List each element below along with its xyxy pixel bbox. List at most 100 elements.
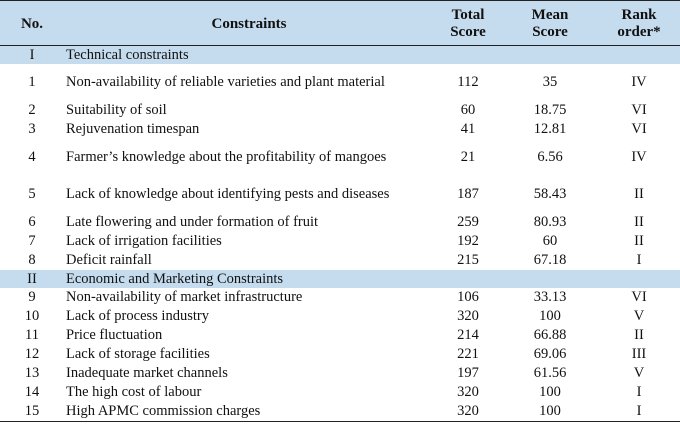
row-constraint: High APMC commission charges <box>64 402 434 422</box>
table-row: 13 Inadequate market channels 197 61.56 … <box>0 364 680 383</box>
row-total-score: 259 <box>457 214 479 230</box>
row-number: 3 <box>28 121 36 137</box>
row-mean-score: 33.13 <box>533 289 567 305</box>
table-row: 6 Late flowering and under formation of … <box>0 213 680 232</box>
row-total-score: 41 <box>460 121 476 137</box>
row-mean-score: 18.75 <box>533 102 567 118</box>
table-header-row: No. Constraints Total Score Mean Score R… <box>0 0 680 46</box>
header-total-line1: Total <box>451 7 485 23</box>
row-number: 10 <box>24 308 40 324</box>
section-title: Technical constraints <box>66 46 189 63</box>
row-mean-score: 6.56 <box>537 149 563 165</box>
row-constraint: The high cost of labour <box>66 384 202 400</box>
row-rank: IV <box>631 74 647 90</box>
row-rank: VI <box>631 102 647 118</box>
row-rank: I <box>636 252 642 268</box>
row-constraint: Suitability of soil <box>66 102 167 118</box>
row-rank: III <box>631 346 647 362</box>
row-number: 1 <box>28 74 36 90</box>
row-number: 11 <box>25 327 39 343</box>
table-row: 11 Price fluctuation 214 66.88 II <box>0 326 680 345</box>
row-mean-score: 12.81 <box>533 121 567 137</box>
row-constraint: Rejuvenation timespan <box>66 121 200 137</box>
row-constraint: Lack of storage facilities <box>66 346 210 362</box>
header-mean-line2: Score <box>532 24 568 40</box>
row-constraint: Farmer’s knowledge about the profitabili… <box>66 149 387 165</box>
section-number: I <box>29 46 35 63</box>
table-row: 5 Lack of knowledge about identifying pe… <box>0 176 680 213</box>
row-constraint: Inadequate market channels <box>66 365 228 381</box>
row-constraint: Non-availability of market infrastructur… <box>66 289 303 305</box>
row-mean-score: 66.88 <box>533 327 567 343</box>
row-constraint: Price fluctuation <box>66 327 163 343</box>
row-number: 6 <box>28 214 36 230</box>
row-number: 4 <box>28 149 36 165</box>
table-row: 14 The high cost of labour 320 100 I <box>0 383 680 402</box>
section-title: Economic and Marketing Constraints <box>66 270 284 287</box>
row-mean-score: 60 <box>542 233 558 249</box>
row-rank: VI <box>631 121 647 137</box>
row-total-score: 320 <box>434 402 502 422</box>
header-no: No. <box>0 0 64 46</box>
row-mean-score: 100 <box>539 384 561 400</box>
table-row: 1 Non-availability of reliable varieties… <box>0 64 680 101</box>
table-row: 15 High APMC commission charges 320 100 … <box>0 402 680 422</box>
row-mean-score: 35 <box>542 74 558 90</box>
row-mean-score: 69.06 <box>533 346 567 362</box>
row-constraint: Non-availability of reliable varieties a… <box>66 74 385 90</box>
row-total-score: 21 <box>460 149 476 165</box>
header-mean-score: Mean Score <box>502 0 598 46</box>
header-constraints: Constraints <box>64 0 434 46</box>
row-mean-score: 100 <box>539 308 561 324</box>
row-total-score: 320 <box>457 308 479 324</box>
row-total-score: 214 <box>457 327 479 343</box>
row-number: 15 <box>0 402 64 422</box>
header-rank-line1: Rank <box>621 7 657 23</box>
row-rank: V <box>633 365 645 381</box>
row-number: 9 <box>28 289 36 305</box>
row-number: 12 <box>24 346 40 362</box>
row-number: 7 <box>28 233 36 249</box>
row-mean-score: 67.18 <box>533 252 567 268</box>
row-mean-score: 100 <box>502 402 598 422</box>
row-total-score: 106 <box>457 289 479 305</box>
row-number: 13 <box>24 365 40 381</box>
row-rank: II <box>634 327 644 343</box>
header-rank-line2: order* <box>617 24 661 40</box>
row-number: 14 <box>24 384 40 400</box>
row-rank: I <box>636 384 642 400</box>
section-row-technical: I Technical constraints <box>0 45 680 64</box>
row-rank: II <box>634 186 644 202</box>
header-rank-order: Rank order* <box>598 0 680 46</box>
row-number: 8 <box>28 252 36 268</box>
row-rank: I <box>598 402 680 422</box>
header-total-line2: Score <box>450 24 486 40</box>
row-constraint: Deficit rainfall <box>66 252 152 268</box>
row-constraint: Late flowering and under formation of fr… <box>66 214 319 230</box>
section-row-economic: II Economic and Marketing Constraints <box>0 270 680 288</box>
row-rank: VI <box>631 289 647 305</box>
row-number: 5 <box>28 186 36 202</box>
row-rank: II <box>634 233 644 249</box>
row-constraint: Lack of knowledge about identifying pest… <box>66 186 390 202</box>
table-row: 9 Non-availability of market infrastruct… <box>0 288 680 307</box>
table-row: 10 Lack of process industry 320 100 V <box>0 307 680 326</box>
table-row: 4 Farmer’s knowledge about the profitabi… <box>0 139 680 176</box>
row-total-score: 60 <box>460 102 476 118</box>
row-total-score: 112 <box>457 74 479 90</box>
table-row: 3 Rejuvenation timespan 41 12.81 VI <box>0 120 680 139</box>
row-total-score: 192 <box>457 233 479 249</box>
header-total-score: Total Score <box>434 0 502 46</box>
row-total-score: 215 <box>457 252 479 268</box>
row-number: 2 <box>28 102 36 118</box>
section-number: II <box>27 270 37 287</box>
table-row: 12 Lack of storage facilities 221 69.06 … <box>0 345 680 364</box>
row-total-score: 320 <box>457 384 479 400</box>
row-rank: II <box>634 214 644 230</box>
row-rank: IV <box>631 149 647 165</box>
row-mean-score: 61.56 <box>533 365 567 381</box>
table-row: 7 Lack of irrigation facilities 192 60 I… <box>0 232 680 251</box>
row-constraint: Lack of irrigation facilities <box>66 233 222 249</box>
row-constraint: Lack of process industry <box>66 308 209 324</box>
